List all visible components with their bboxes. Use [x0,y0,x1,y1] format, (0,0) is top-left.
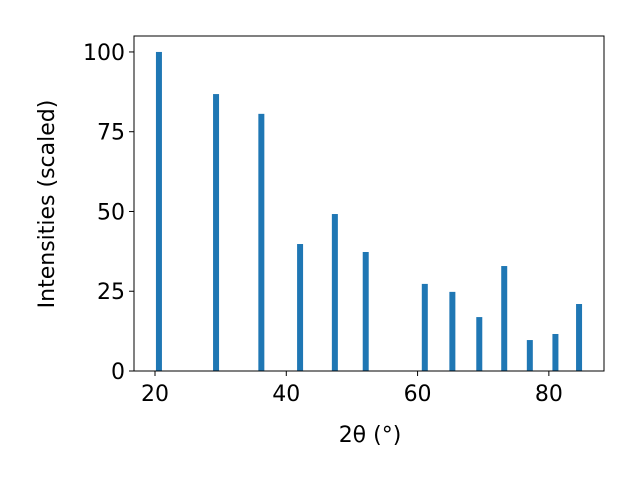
plot-frame [133,35,605,372]
y-tick-label: 100 [83,41,125,66]
x-axis-label: 2θ (°) [339,423,402,448]
bar [331,214,338,371]
bar [476,317,483,371]
x-tick-label: 60 [404,382,432,407]
bar [501,266,508,371]
y-tick-label: 25 [97,280,125,305]
bar [213,94,220,372]
y-tick-label: 75 [97,121,125,146]
bar [421,283,428,371]
bar [362,251,369,371]
x-tick-label: 40 [272,382,300,407]
bar [155,51,162,371]
bar [526,340,533,371]
y-axis-label: Intensities (scaled) [35,100,60,309]
bar [576,304,583,371]
bar [449,291,456,371]
x-tick-label: 20 [141,382,169,407]
x-tick-label: 80 [535,382,563,407]
y-tick-label: 0 [111,360,125,385]
y-tick-label: 50 [97,200,125,225]
bar [297,244,304,371]
bar [258,113,265,371]
bar [552,333,559,371]
